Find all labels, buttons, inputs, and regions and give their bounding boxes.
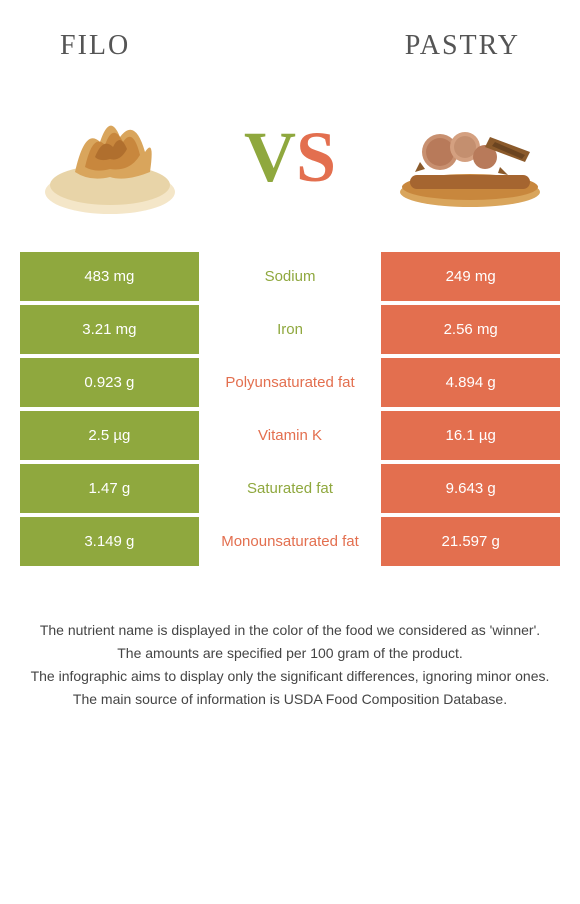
right-value: 2.56 mg [381,305,560,354]
right-title: Pastry [405,30,520,62]
nutrient-label: Sodium [201,252,380,301]
table-row: 1.47 gSaturated fat9.643 g [20,464,560,513]
right-value: 249 mg [381,252,560,301]
pastry-image [390,92,550,222]
vs-v: V [244,117,296,197]
left-title: Filo [60,30,130,62]
left-value: 0.923 g [20,358,199,407]
vs-s: S [296,117,336,197]
table-row: 483 mgSodium249 mg [20,252,560,301]
right-value: 4.894 g [381,358,560,407]
left-value: 483 mg [20,252,199,301]
footer-line: The amounts are specified per 100 gram o… [20,643,560,664]
comparison-table: 483 mgSodium249 mg3.21 mgIron2.56 mg0.92… [20,252,560,566]
left-value: 3.149 g [20,517,199,566]
footer-line: The nutrient name is displayed in the co… [20,620,560,641]
vs-label: VS [244,116,336,199]
table-row: 2.5 µgVitamin K16.1 µg [20,411,560,460]
left-value: 2.5 µg [20,411,199,460]
left-value: 3.21 mg [20,305,199,354]
footer-line: The infographic aims to display only the… [20,666,560,687]
nutrient-label: Iron [201,305,380,354]
left-value: 1.47 g [20,464,199,513]
table-row: 3.21 mgIron2.56 mg [20,305,560,354]
nutrient-label: Polyunsaturated fat [201,358,380,407]
footer-line: The main source of information is USDA F… [20,689,560,710]
nutrient-label: Saturated fat [201,464,380,513]
footer-notes: The nutrient name is displayed in the co… [0,570,580,732]
right-value: 9.643 g [381,464,560,513]
table-row: 0.923 gPolyunsaturated fat4.894 g [20,358,560,407]
right-value: 16.1 µg [381,411,560,460]
nutrient-label: Monounsaturated fat [201,517,380,566]
nutrient-label: Vitamin K [201,411,380,460]
right-value: 21.597 g [381,517,560,566]
table-row: 3.149 gMonounsaturated fat21.597 g [20,517,560,566]
filo-image [30,92,190,222]
